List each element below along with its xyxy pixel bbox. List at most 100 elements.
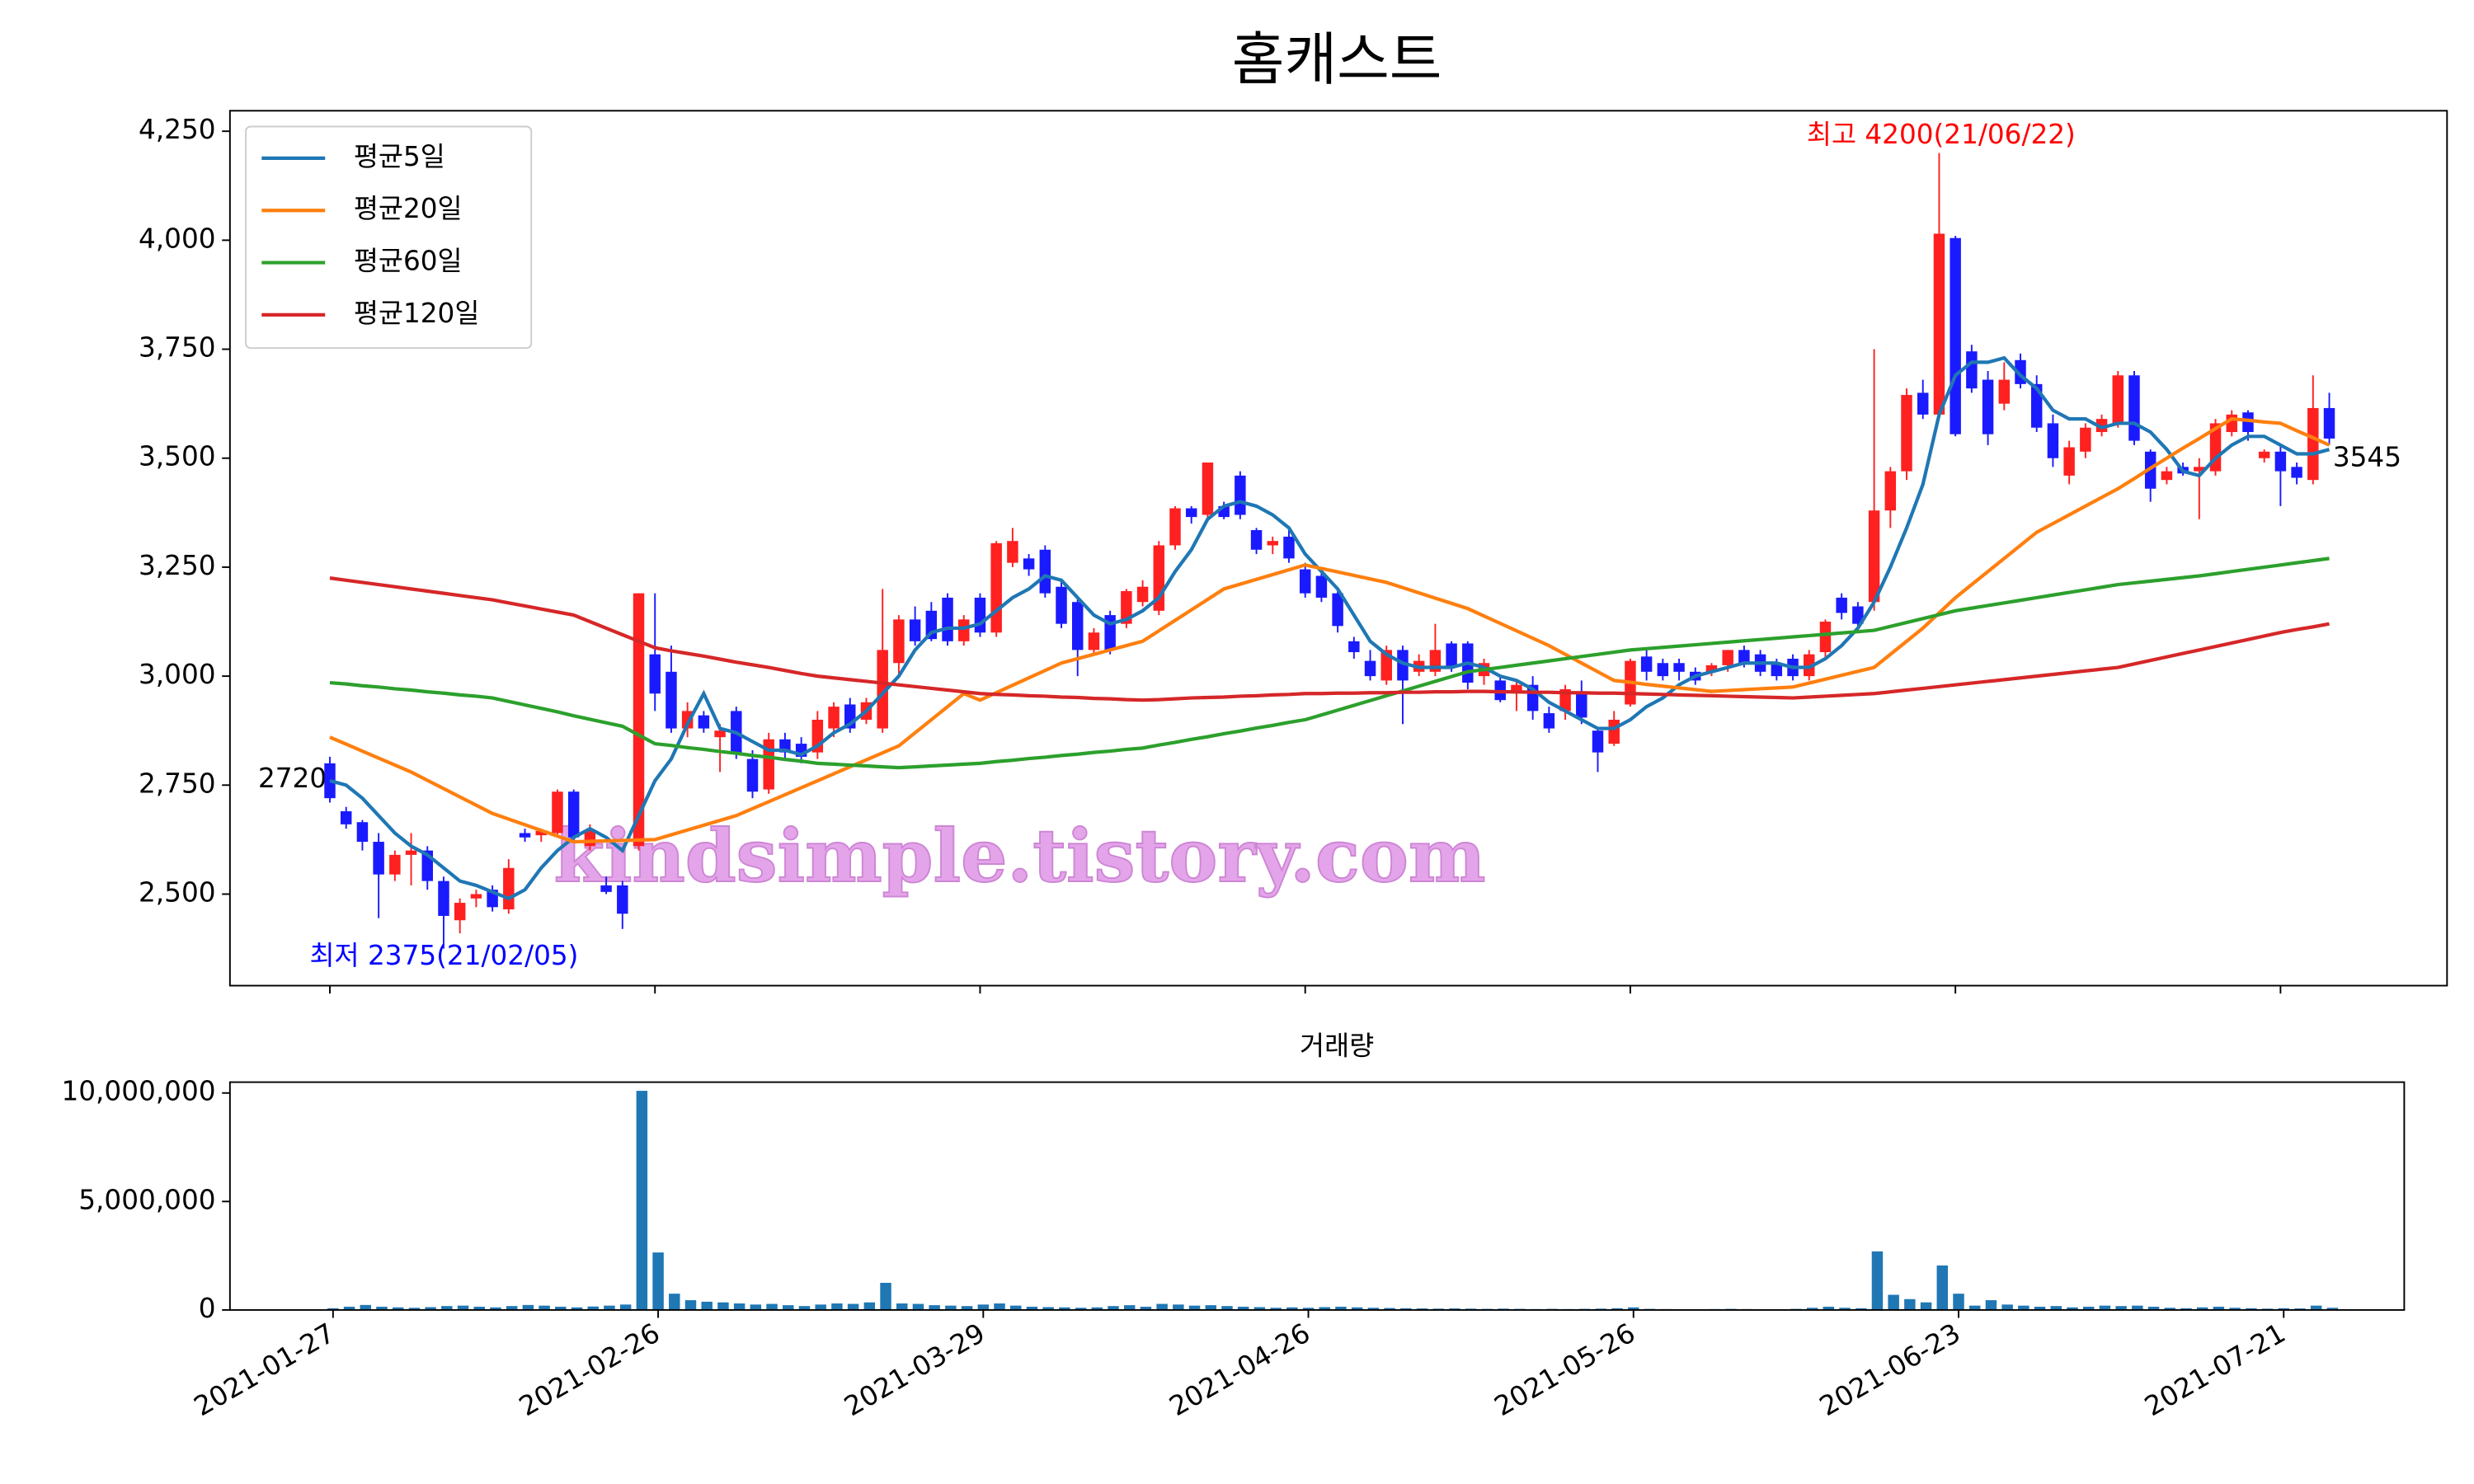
volume-bar xyxy=(2034,1306,2046,1310)
candle-body xyxy=(2161,471,2173,481)
y-tick-label: 3,250 xyxy=(139,550,216,581)
volume-bar xyxy=(2229,1308,2241,1310)
volume-bar xyxy=(1059,1307,1070,1310)
candle-body xyxy=(373,842,384,875)
candle-body xyxy=(600,885,612,892)
volume-bar xyxy=(2115,1306,2127,1310)
legend-box xyxy=(245,125,533,350)
volume-bar xyxy=(1221,1306,1233,1310)
volume-bar xyxy=(2213,1306,2225,1310)
candle-body xyxy=(958,619,970,641)
last-close-label: 3545 xyxy=(2333,442,2401,473)
volume-bar xyxy=(327,1308,339,1310)
candle-body xyxy=(2242,412,2254,433)
volume-bar xyxy=(619,1304,632,1310)
candle-body xyxy=(1738,650,1750,664)
candle-body xyxy=(2307,407,2319,481)
volume-bar xyxy=(2050,1306,2062,1310)
volume-bar xyxy=(1335,1306,1347,1310)
candle-body xyxy=(828,707,840,729)
candle-body xyxy=(519,833,531,838)
volume-bar xyxy=(2310,1305,2322,1310)
candle-body xyxy=(1836,597,1847,613)
candle-body xyxy=(990,542,1002,633)
volume-bar xyxy=(2326,1308,2339,1310)
candle-body xyxy=(877,650,888,729)
candle-body xyxy=(2291,467,2302,478)
candle-body xyxy=(1169,508,1181,546)
plot-frame xyxy=(228,110,2448,987)
volume-bar xyxy=(1628,1307,1639,1310)
volume-bar xyxy=(441,1306,453,1310)
volume-bar xyxy=(343,1306,355,1310)
candle-body xyxy=(2080,427,2091,452)
volume-bar xyxy=(571,1307,583,1310)
candle-body xyxy=(1283,536,1295,559)
volume-bar xyxy=(636,1091,648,1310)
moving-average-line xyxy=(329,355,2331,901)
volume-bar xyxy=(506,1306,518,1310)
volume-bar xyxy=(522,1304,534,1310)
volume-bar xyxy=(490,1307,501,1310)
candle-body xyxy=(1852,606,1864,624)
volume-bar xyxy=(1367,1308,1380,1310)
candle-body xyxy=(2274,451,2287,472)
volume-bar xyxy=(1904,1298,1916,1310)
volume-bar xyxy=(1806,1308,1818,1310)
volume-bar xyxy=(1042,1307,1054,1310)
candle-body xyxy=(2194,467,2205,472)
first-close-label: 2720 xyxy=(258,763,327,794)
volume-bar xyxy=(1839,1308,1851,1310)
volume-bar xyxy=(1856,1308,1867,1310)
candle-body xyxy=(1950,237,1961,434)
candle-body xyxy=(698,715,710,729)
candle-body xyxy=(1088,632,1100,650)
candle-body xyxy=(389,854,401,875)
volume-bar xyxy=(1871,1251,1884,1310)
candle-body xyxy=(1332,593,1343,627)
volume-frame xyxy=(228,1081,2406,1311)
candle-body xyxy=(1592,730,1604,753)
volume-bar xyxy=(360,1304,371,1310)
volume-bar xyxy=(1010,1305,1022,1310)
volume-bar xyxy=(473,1306,485,1310)
y-tick-label: 2,500 xyxy=(139,877,216,909)
volume-bar xyxy=(880,1283,891,1310)
candle-body xyxy=(1982,379,1994,434)
legend-label: 평균20일 xyxy=(354,193,463,224)
legend-label: 평균5일 xyxy=(354,141,445,172)
volume-bar xyxy=(1953,1294,1964,1310)
volume-bar xyxy=(555,1306,567,1310)
candle-body xyxy=(2128,375,2140,441)
volume-bar xyxy=(863,1302,876,1310)
candle-body xyxy=(1998,379,2011,404)
candle-body xyxy=(633,593,645,847)
volume-y-tick-label: 5,000,000 xyxy=(78,1184,215,1215)
volume-bar xyxy=(2164,1308,2175,1310)
candle-body xyxy=(1901,395,1912,472)
candle-body xyxy=(909,619,921,641)
candle-body xyxy=(1235,475,1246,515)
candle-body xyxy=(567,791,580,838)
candle-body xyxy=(1576,693,1587,718)
volume-bar xyxy=(912,1303,924,1310)
volume-bar xyxy=(2067,1307,2078,1310)
candle-body xyxy=(1804,654,1815,677)
y-tick-label: 3,750 xyxy=(139,332,216,364)
volume-bar xyxy=(1237,1306,1249,1310)
candle-body xyxy=(340,811,352,824)
candle-body xyxy=(1397,650,1409,681)
volume-y-tick-label: 0 xyxy=(199,1293,216,1324)
volume-bar xyxy=(783,1305,794,1310)
candle-body xyxy=(1267,541,1278,546)
volume-bar xyxy=(750,1304,762,1310)
volume-bar xyxy=(425,1307,436,1310)
candle-body xyxy=(2112,375,2124,424)
volume-bar xyxy=(961,1306,973,1310)
volume-bar xyxy=(2196,1307,2208,1310)
volume-bar xyxy=(766,1303,778,1310)
candle-body xyxy=(1771,663,1783,677)
volume-bar xyxy=(1384,1308,1395,1310)
volume-bar xyxy=(2099,1305,2111,1310)
volume-bar xyxy=(457,1305,469,1310)
